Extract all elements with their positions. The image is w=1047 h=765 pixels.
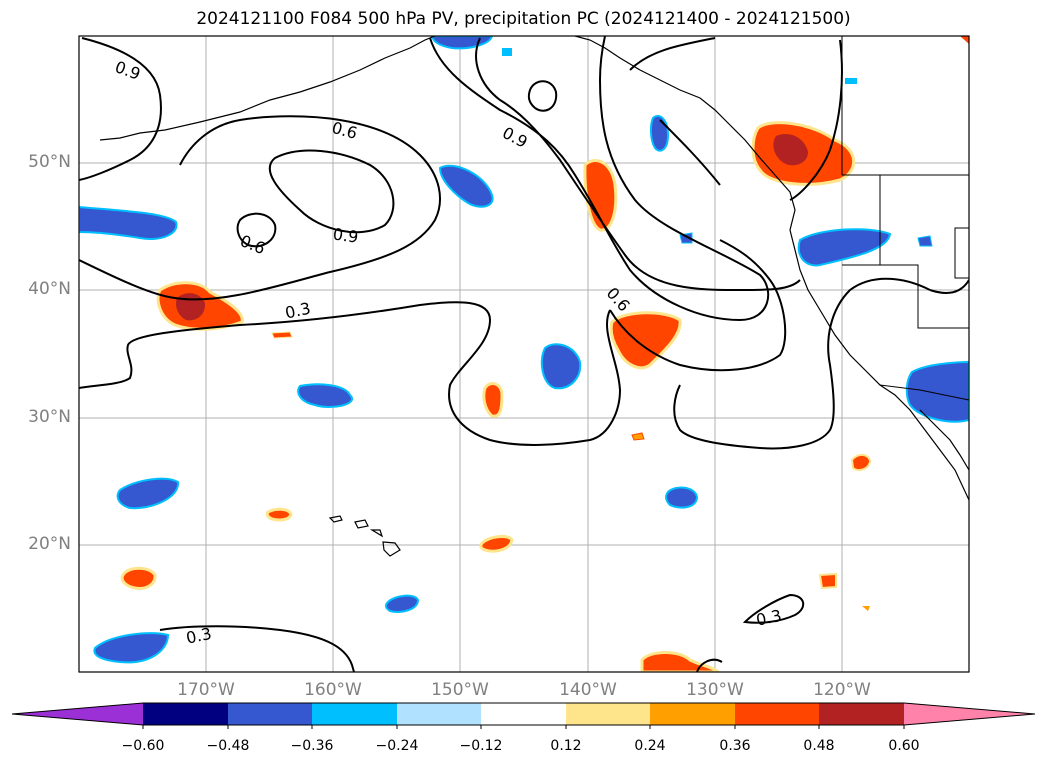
contour-label: 0.9 [332, 224, 360, 246]
contour-label: 0.3 [283, 299, 312, 323]
map-title: 2024121100 F084 500 hPa PV, precipitatio… [196, 9, 851, 29]
latitude-label: 50°N [28, 152, 71, 172]
colorbar-tick-label: 0.36 [719, 738, 751, 754]
colorbar-segment [228, 703, 312, 725]
colorbar-extend-min [12, 703, 143, 725]
colorbar-segment [819, 703, 904, 725]
colorbar-segment [650, 703, 735, 725]
colorbar-segment [312, 703, 397, 725]
colorbar-tick-label: −0.36 [290, 738, 334, 754]
colorbar-segment [566, 703, 650, 725]
colorbar-segment [481, 703, 566, 725]
coastlines [99, 36, 969, 557]
colorbar-tick-label: 0.24 [634, 738, 666, 754]
longitude-label: 140°W [559, 680, 617, 700]
contour-label: 0.3 [754, 606, 783, 630]
latitude-label: 20°N [28, 534, 71, 554]
colorbar [11, 702, 1036, 729]
longitude-label: 150°W [431, 680, 489, 700]
longitude-label: 120°W [813, 680, 871, 700]
latitude-label: 30°N [28, 407, 71, 427]
longitude-label: 170°W [177, 680, 235, 700]
colorbar-tick-label: −0.48 [206, 738, 250, 754]
colorbar-tick-label: 0.60 [888, 738, 920, 754]
colorbar-tick-label: −0.24 [375, 738, 419, 754]
colorbar-tick-label: −0.60 [121, 738, 165, 754]
colorbar-segment [397, 703, 481, 725]
latitude-label: 40°N [28, 279, 71, 299]
political-borders [841, 36, 969, 401]
colorbar-tick-label: 0.48 [803, 738, 835, 754]
colorbar-tick-label: −0.12 [459, 738, 503, 754]
pv-contours [79, 36, 969, 672]
contour-label: 0.3 [184, 624, 213, 648]
colorbar-segment [735, 703, 819, 725]
map-frame [78, 35, 970, 673]
positive-precip-areas [120, 36, 969, 672]
colorbar-segment [143, 703, 228, 725]
colorbar-extend-max [904, 703, 1035, 725]
longitude-label: 160°W [304, 680, 362, 700]
colorbar-tick-label: 0.12 [550, 738, 582, 754]
longitude-label: 130°W [686, 680, 744, 700]
